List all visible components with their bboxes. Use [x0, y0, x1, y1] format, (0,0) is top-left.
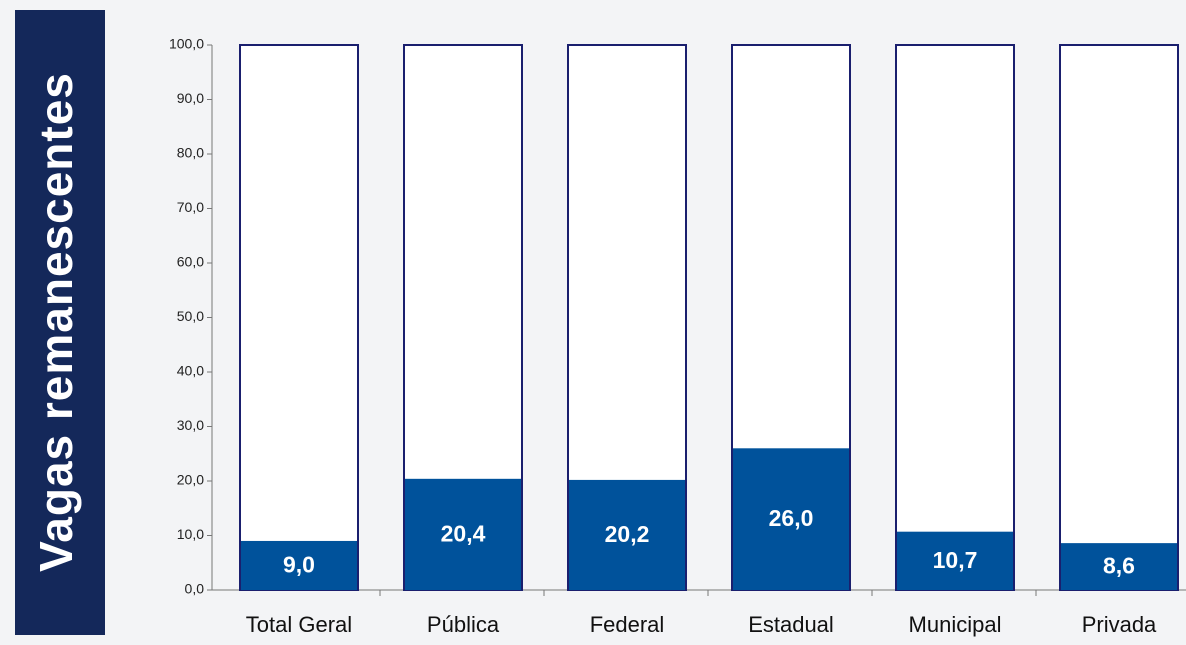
value-label: 20,2 — [605, 521, 650, 547]
x-tick-label: Municipal — [909, 612, 1002, 637]
bar — [569, 479, 685, 590]
bar-frame — [239, 44, 359, 591]
y-tick-label: 80,0 — [177, 145, 204, 161]
side-label: Vagas remanescentes — [30, 72, 82, 572]
y-tick-label: 60,0 — [177, 254, 204, 270]
bar — [405, 478, 521, 590]
x-tick-label: Total Geral — [246, 612, 352, 637]
bar — [241, 540, 357, 590]
y-tick-label: 100,0 — [169, 36, 204, 52]
bar — [733, 448, 849, 590]
y-tick-label: 30,0 — [177, 417, 204, 433]
y-tick-label: 10,0 — [177, 526, 204, 542]
value-label: 8,6 — [1103, 553, 1135, 579]
bar — [1061, 543, 1177, 590]
side-panel — [15, 10, 105, 635]
y-tick-label: 70,0 — [177, 199, 204, 215]
y-tick-label: 50,0 — [177, 308, 204, 324]
y-tick-label: 20,0 — [177, 472, 204, 488]
y-tick-label: 90,0 — [177, 90, 204, 106]
y-tick-label: 40,0 — [177, 363, 204, 379]
value-label: 26,0 — [769, 505, 814, 531]
value-label: 9,0 — [283, 552, 315, 578]
x-tick-label: Pública — [427, 612, 500, 637]
value-label: 10,7 — [933, 547, 978, 573]
x-tick-label: Federal — [590, 612, 665, 637]
y-tick-label: 0,0 — [185, 581, 205, 597]
bar-frame — [895, 44, 1015, 591]
bar-frame — [1059, 44, 1179, 591]
value-label: 20,4 — [441, 520, 486, 546]
x-tick-label: Privada — [1082, 612, 1157, 637]
x-tick-label: Estadual — [748, 612, 834, 637]
bar — [897, 531, 1013, 590]
